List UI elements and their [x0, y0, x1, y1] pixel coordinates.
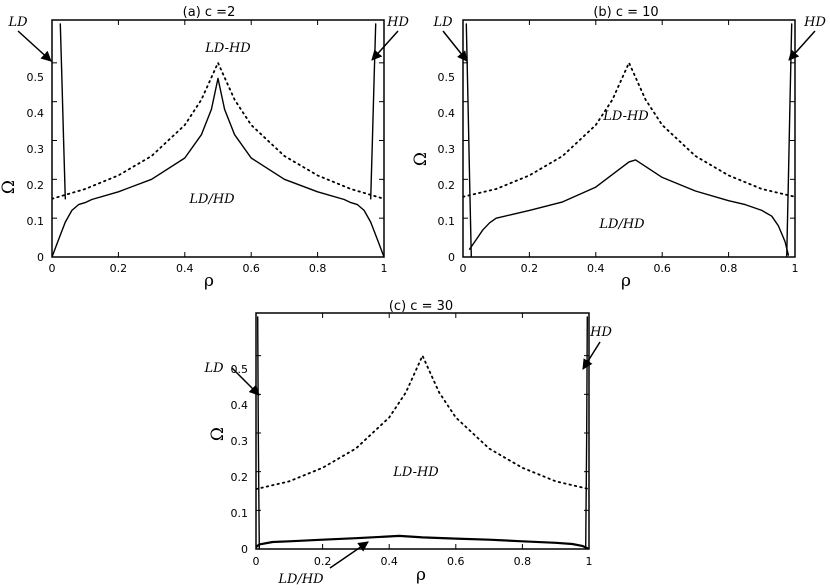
panel-c-title: (c) c = 30 — [389, 299, 453, 314]
panel-c-ytick-label: 0 — [241, 543, 248, 556]
panel-b-xtick-label: 0.8 — [720, 262, 738, 275]
panel-c-ytick-label: 0.3 — [231, 435, 249, 448]
panel-c-xtick-label: 0.8 — [514, 555, 532, 568]
panel-a-solid-boundary-line — [370, 23, 377, 200]
panel-b-xtick-label: 0.6 — [653, 262, 671, 275]
panel-c-xtick-label: 0.4 — [380, 555, 398, 568]
panel-c-ld-label: LD — [203, 361, 224, 376]
panel-b-xlabel: ρ — [621, 271, 631, 291]
panel-c-ld-or-hd-arrow — [329, 541, 369, 569]
panel-c-hd-arrow — [582, 341, 601, 370]
panel-c-ytick-label: 0.2 — [231, 471, 249, 484]
panel-c-xtick-label: 1 — [586, 555, 593, 568]
panel-a-solid-boundary-line — [59, 23, 67, 200]
panel-a-xlabel: ρ — [204, 271, 214, 291]
panel-a-ld-hd-label: LD-HD — [204, 41, 251, 56]
panel-a-hd-label: HD — [386, 15, 409, 30]
panel-b-ylabel: Ω — [411, 152, 431, 166]
panel-a-ytick-label: 0 — [37, 251, 44, 264]
panel-a-hd-arrow — [371, 30, 399, 61]
panel-b-xtick-label: 0.4 — [587, 262, 605, 275]
panel-c-solid-boundary-line — [256, 534, 589, 549]
panel-b-ld-hd-label: LD-HD — [602, 109, 649, 124]
panel-a-ld-arrow — [17, 30, 52, 62]
panel-a-xtick-label: 0.4 — [176, 262, 194, 275]
panel-c-ld-arrow — [231, 367, 260, 396]
panel-b-ytick-label: 0.2 — [438, 179, 456, 192]
panel-c-solid-boundary-line — [585, 316, 588, 549]
panel-c-xlabel: ρ — [416, 565, 426, 585]
panel-c-plot-frame — [255, 312, 590, 550]
panel-c: (c) c = 30 ρ Ω 0 0.2 0.4 0.6 0.8 1 0 0.1… — [203, 299, 612, 587]
panel-b-ld-label: LD — [432, 15, 453, 30]
panel-c-ylabel: Ω — [208, 427, 228, 441]
panel-b-solid-boundary-line — [465, 23, 472, 257]
panel-a-ytick-label: 0.3 — [27, 143, 45, 156]
panel-b-hd-label: HD — [803, 15, 826, 30]
panel-b-xtick-label: 0 — [460, 262, 467, 275]
panel-a-ld-or-hd-label: LD/HD — [188, 192, 235, 207]
panel-c-xtick-label: 0.2 — [314, 555, 332, 568]
panel-b-solid-boundary-line — [468, 159, 790, 256]
panel-b-ytick-label: 0 — [448, 251, 455, 264]
panel-a: (a) c =2 ρ Ω 0 0.2 0.4 0.6 0.8 1 0 0.1 0… — [0, 5, 409, 291]
panel-b-solid-boundary-line — [786, 23, 793, 257]
panel-b-ytick-label: 0.4 — [438, 107, 456, 120]
panel-b-ld-or-hd-label: LD/HD — [598, 217, 645, 232]
panel-b: (b) c = 10 ρ Ω 0 0.2 0.4 0.6 0.8 1 0 0.1… — [411, 5, 826, 291]
panel-a-ytick-label: 0.2 — [27, 179, 45, 192]
panel-b-title: (b) c = 10 — [593, 5, 658, 20]
panel-a-ld-label: LD — [7, 15, 28, 30]
panel-b-ytick-label: 0.5 — [438, 71, 456, 84]
panel-a-dotted-boundary-line — [52, 61, 384, 200]
panel-a-ylabel: Ω — [0, 180, 19, 194]
panel-a-xtick-label: 0.2 — [110, 262, 128, 275]
panel-c-ytick-label: 0.5 — [231, 363, 249, 376]
panel-c-ld-hd-label: LD-HD — [392, 465, 439, 480]
panel-c-xtick-label: 0.6 — [447, 555, 465, 568]
panel-a-title: (a) c =2 — [183, 5, 236, 20]
panel-b-plot-frame — [462, 19, 796, 258]
panel-a-xtick-label: 0.8 — [309, 262, 327, 275]
panel-c-solid-boundary-line — [257, 316, 260, 549]
panel-c-dotted-boundary-line — [256, 354, 589, 491]
panel-c-hd-label: HD — [589, 325, 612, 340]
panel-b-dotted-boundary-line — [463, 61, 795, 198]
panel-a-ytick-label: 0.1 — [27, 215, 45, 228]
panel-b-xtick-label: 1 — [792, 262, 799, 275]
panel-c-ytick-label: 0.4 — [231, 399, 249, 412]
panel-a-xtick-label: 0 — [49, 262, 56, 275]
panel-b-ytick-label: 0.3 — [438, 143, 456, 156]
panel-c-ld-or-hd-label: LD/HD — [277, 572, 324, 587]
panel-c-xtick-label: 0 — [253, 555, 260, 568]
panel-a-xtick-label: 1 — [381, 262, 388, 275]
panel-c-ytick-label: 0.1 — [231, 507, 249, 520]
panel-a-solid-boundary-line — [52, 77, 384, 257]
panel-b-hd-arrow — [788, 30, 816, 61]
panel-b-ytick-label: 0.1 — [438, 215, 456, 228]
panel-a-ytick-label: 0.5 — [27, 71, 45, 84]
panel-a-xtick-label: 0.6 — [242, 262, 260, 275]
panel-b-xtick-label: 0.2 — [521, 262, 539, 275]
panel-a-ytick-label: 0.4 — [27, 107, 45, 120]
panel-a-plot-frame — [51, 19, 385, 258]
